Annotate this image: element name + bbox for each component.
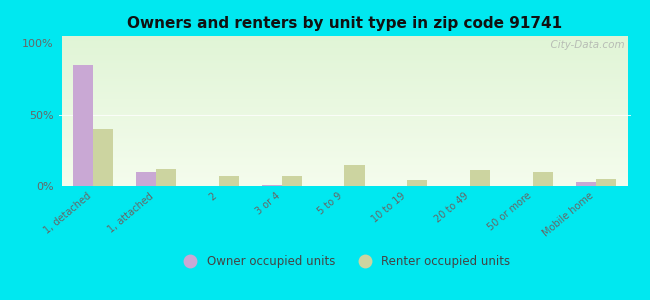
Title: Owners and renters by unit type in zip code 91741: Owners and renters by unit type in zip c… [127, 16, 562, 31]
Bar [281, 176, 302, 186]
Bar [344, 165, 365, 186]
Bar [73, 64, 93, 186]
Text: City-Data.com: City-Data.com [544, 40, 625, 50]
Bar [470, 170, 490, 186]
Legend: Owner occupied units, Renter occupied units: Owner occupied units, Renter occupied un… [174, 251, 515, 273]
Bar [408, 180, 428, 186]
Bar [596, 179, 616, 186]
Bar [576, 182, 596, 186]
Bar [136, 172, 156, 186]
Bar [219, 176, 239, 186]
Bar [261, 184, 281, 186]
Bar [533, 172, 553, 186]
Bar [156, 169, 176, 186]
Bar [93, 129, 113, 186]
